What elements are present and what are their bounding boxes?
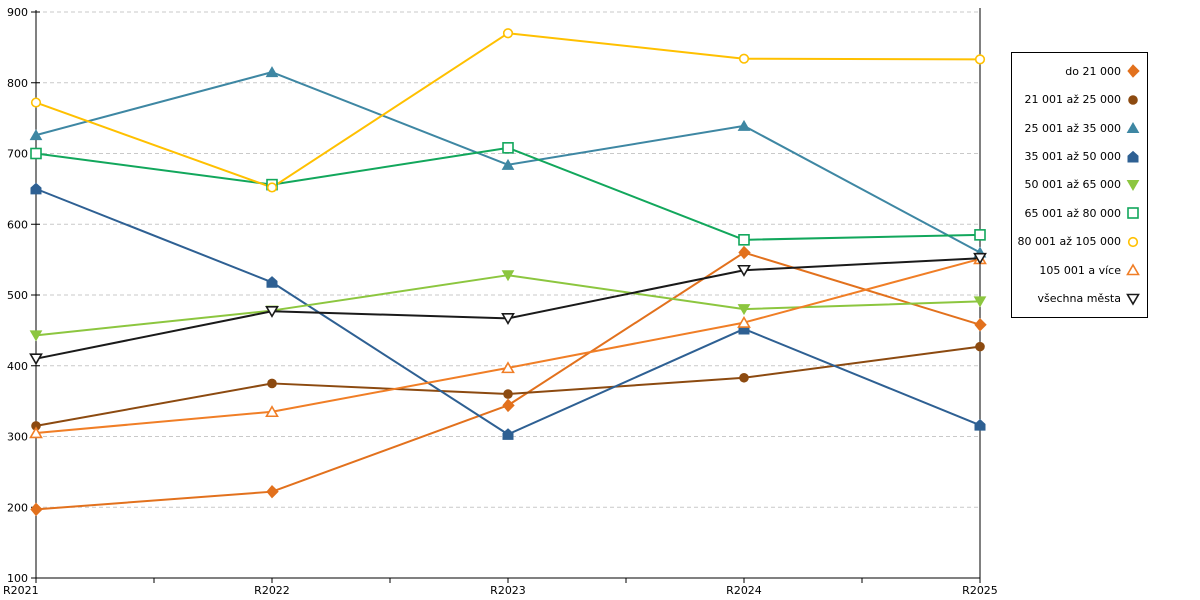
legend-marker-icon	[1126, 293, 1140, 306]
marker-tri-up	[501, 361, 515, 374]
marker-circle	[266, 182, 278, 193]
x-tick-label: R2024	[726, 584, 762, 597]
marker-circle	[30, 97, 42, 108]
y-tick-label: 400	[7, 360, 28, 373]
series-line-1	[35, 345, 981, 427]
marker-pentagon	[30, 182, 42, 195]
marker-circle	[1127, 236, 1139, 247]
y-tick-label: 300	[7, 431, 28, 444]
marker-square	[502, 142, 514, 154]
legend-label: 65 001 až 80 000	[1024, 206, 1122, 220]
marker-circle	[502, 28, 514, 39]
legend-marker-icon	[1127, 150, 1139, 163]
series-line-0	[35, 251, 981, 511]
marker-diamond	[502, 398, 515, 413]
marker-tri-down	[501, 313, 515, 325]
marker-tri-down	[1126, 293, 1140, 306]
marker-circle	[503, 389, 513, 399]
marker-square	[974, 229, 986, 241]
marker-diamond	[974, 317, 987, 332]
marker-tri-up	[737, 315, 751, 328]
marker-tri-up	[1126, 263, 1140, 276]
marker-pentagon	[266, 276, 278, 288]
marker-circle	[739, 372, 749, 383]
legend-item: 50 001 až 65 000	[1019, 178, 1140, 192]
legend-marker-icon	[1128, 94, 1138, 105]
legend-label: do 21 000	[1065, 64, 1121, 78]
marker-diamond	[738, 245, 751, 260]
y-tick-label: 700	[7, 148, 28, 161]
legend-item: 25 001 až 35 000	[1019, 121, 1140, 135]
legend-label: 25 001 až 35 000	[1024, 121, 1122, 135]
marker-circle	[974, 54, 986, 65]
y-tick-label: 200	[7, 501, 28, 514]
legend-marker-icon	[1127, 64, 1140, 78]
marker-square	[738, 234, 750, 246]
x-tick-label: R2023	[490, 584, 526, 597]
legend-marker-icon	[1127, 207, 1139, 220]
legend-marker-icon	[1126, 179, 1140, 191]
y-tick-label: 600	[7, 218, 28, 231]
legend-item: do 21 000	[1019, 64, 1140, 78]
legend-item: 35 001 až 50 000	[1019, 150, 1140, 164]
y-tick-label: 100	[7, 572, 28, 585]
marker-diamond	[30, 502, 43, 517]
legend-label: 80 001 až 105 000	[1017, 235, 1122, 249]
y-tick-label: 900	[7, 6, 28, 19]
marker-pentagon	[1127, 150, 1139, 163]
marker-tri-up	[265, 405, 279, 418]
marker-tri-down	[501, 270, 515, 282]
x-tick-label: R2022	[254, 584, 290, 597]
legend-label: 50 001 až 65 000	[1024, 178, 1122, 192]
legend-item: 21 001 až 25 000	[1019, 93, 1140, 107]
legend-item: 80 001 až 105 000	[1017, 235, 1140, 249]
marker-tri-down	[29, 330, 43, 342]
y-tick-label: 800	[7, 77, 28, 90]
marker-tri-up	[1126, 122, 1140, 134]
marker-square	[1127, 207, 1139, 220]
marker-tri-down	[973, 252, 987, 265]
marker-tri-up	[265, 66, 279, 78]
marker-diamond	[1127, 64, 1140, 78]
marker-tri-down	[737, 264, 751, 277]
marker-tri-up	[501, 158, 515, 170]
marker-circle	[738, 53, 750, 64]
marker-tri-up	[29, 129, 43, 141]
y-tick-label: 500	[7, 289, 28, 302]
marker-tri-down	[973, 296, 987, 308]
legend-marker-icon	[1126, 122, 1140, 134]
legend-label: 35 001 až 50 000	[1024, 150, 1122, 164]
marker-tri-down	[265, 305, 279, 318]
legend-label: všechna města	[1037, 292, 1121, 306]
marker-pentagon	[502, 428, 514, 440]
marker-circle	[975, 341, 985, 352]
x-tick-label: R2021	[3, 584, 39, 597]
legend-item: 65 001 až 80 000	[1019, 206, 1140, 220]
marker-tri-down	[737, 304, 751, 316]
marker-circle	[267, 378, 277, 389]
marker-square	[30, 147, 42, 160]
marker-tri-up	[737, 119, 751, 131]
marker-tri-down	[1126, 179, 1140, 191]
legend-label: 105 001 a více	[1039, 263, 1121, 277]
series-line-4	[35, 274, 981, 337]
legend-item: všechna města	[1019, 292, 1140, 306]
marker-pentagon	[974, 419, 986, 431]
legend-label: 21 001 až 25 000	[1024, 93, 1122, 107]
marker-diamond	[266, 484, 279, 499]
marker-tri-up	[29, 426, 43, 439]
marker-tri-down	[29, 353, 43, 366]
x-tick-label: R2025	[962, 584, 998, 597]
legend-marker-icon	[1127, 236, 1139, 247]
marker-circle	[1128, 94, 1138, 105]
legend-marker-icon	[1126, 263, 1140, 276]
chart-legend: do 21 000 21 001 až 25 000 25 001 až 35 00…	[1011, 52, 1148, 318]
legend-item: 105 001 a více	[1019, 263, 1140, 277]
